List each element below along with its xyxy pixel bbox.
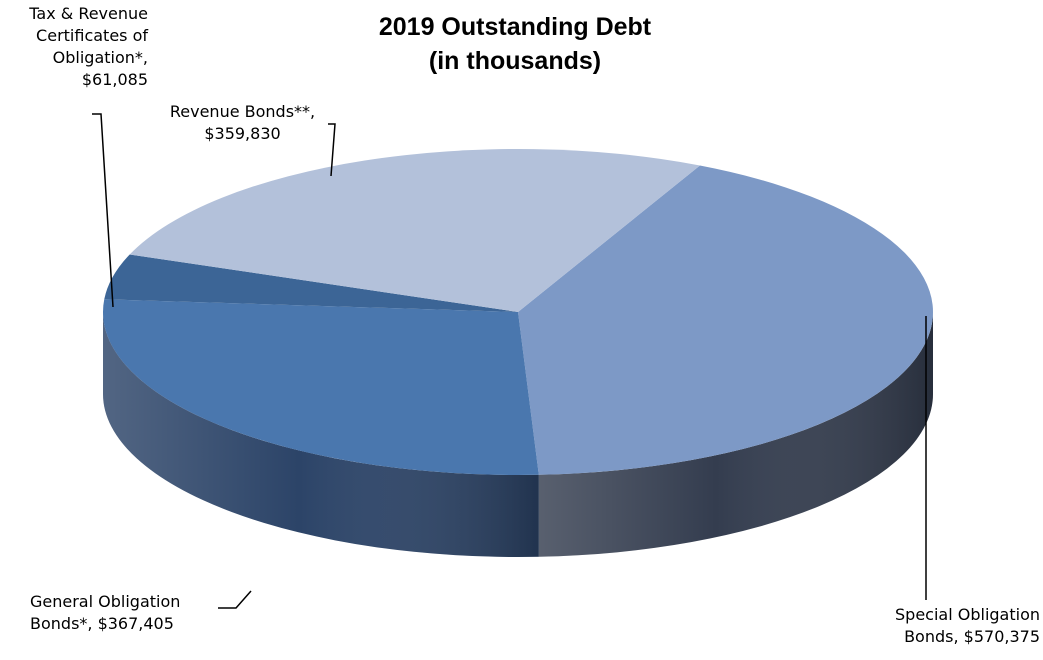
data-label-line: Certificates of — [36, 26, 148, 45]
data-label-special-obligation: Special Obligation Bonds, $570,375 — [862, 604, 1040, 648]
pie-slice-tax-revenue — [104, 254, 518, 312]
data-label-line: $61,085 — [81, 70, 148, 89]
leader-line-tax-revenue — [92, 113, 114, 308]
leader-lines — [92, 113, 927, 609]
data-label-line: General Obligation — [30, 592, 181, 611]
data-label-revenue-bonds: Revenue Bonds**, $359,830 — [145, 101, 340, 145]
data-label-tax-revenue: Tax & Revenue Certificates of Obligation… — [0, 3, 148, 91]
data-label-general-obligation: General Obligation Bonds*, $367,405 — [30, 591, 220, 635]
data-label-line: Bonds*, $367,405 — [30, 614, 174, 633]
data-label-line: Revenue Bonds**, — [169, 102, 316, 121]
leader-line-revenue-bonds — [328, 123, 336, 177]
data-label-line: Tax & Revenue — [29, 4, 148, 23]
pie-slice-special-obligation — [518, 165, 934, 475]
pie-top-faces — [102, 149, 934, 476]
pie-side-walls — [103, 312, 933, 558]
chart-subtitle: (in thousands) — [428, 47, 602, 75]
chart-title: 2019 Outstanding Debt — [378, 13, 652, 41]
pie-side-shading — [538, 312, 933, 557]
pie-side-shading — [103, 312, 539, 558]
pie-slice-revenue-bonds — [129, 149, 700, 312]
data-label-line: Bonds, $570,375 — [904, 627, 1040, 646]
leader-line-general-obligation — [218, 590, 252, 609]
data-label-line: Obligation*, — [52, 48, 148, 67]
data-label-line: $359,830 — [204, 124, 281, 143]
data-label-line: Special Obligation — [895, 605, 1040, 624]
pie-slice-general-obligation — [102, 299, 539, 476]
